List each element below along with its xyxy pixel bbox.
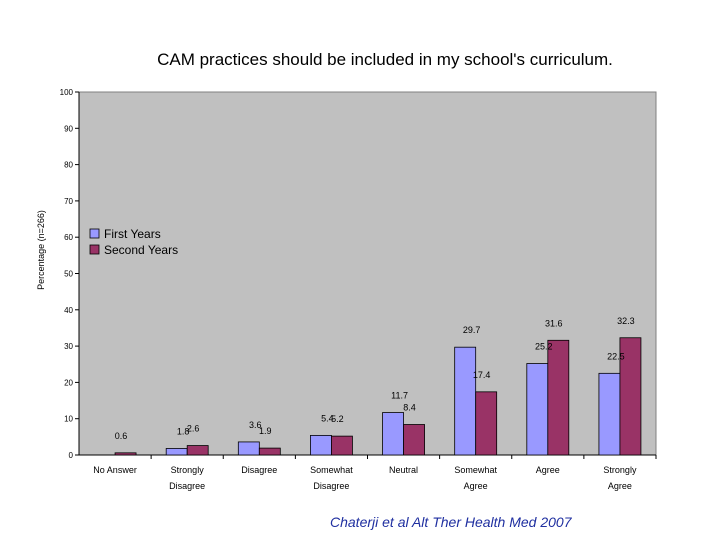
bar-first-years: [165, 448, 188, 456]
y-tick-label: 10: [64, 415, 73, 424]
bar-first-years: [598, 372, 621, 456]
y-tick-label: 90: [64, 124, 73, 133]
x-axis-categories: No Answer Strongly Disagree Disagree Somewha…: [93, 465, 637, 491]
data-label: 1.8: [177, 426, 190, 436]
plot-background: [78, 91, 657, 456]
bar-first-years: [237, 441, 260, 456]
legend-label: First Years: [104, 227, 161, 241]
category-label: Strongly: [171, 465, 205, 475]
category-label: Agree: [536, 465, 560, 475]
y-tick-label: 60: [64, 233, 73, 242]
bar-second-years: [619, 337, 642, 456]
bars: [114, 337, 642, 456]
bar-first-years: [310, 434, 332, 456]
category-label: Somewhat: [454, 465, 497, 475]
data-label: 1.9: [259, 426, 272, 436]
data-label: 25.2: [535, 342, 553, 352]
data-label: 5.2: [331, 414, 344, 424]
category-label: Agree: [608, 481, 632, 491]
y-tick-label: 50: [64, 270, 73, 279]
data-label: 2.6: [187, 424, 200, 434]
category-label: Strongly: [603, 465, 637, 475]
bar-second-years: [186, 445, 209, 456]
bar-first-years: [382, 412, 404, 456]
legend-swatch: [89, 228, 100, 239]
y-axis: 0 10 20 30 40 50 60 70 80 90 100: [60, 88, 657, 460]
category-label: Disagree: [169, 481, 205, 491]
bar-first-years: [526, 363, 549, 456]
citation: Chaterji et al Alt Ther Health Med 2007: [330, 514, 572, 530]
y-tick-label: 0: [69, 451, 74, 460]
data-label: 3.6: [249, 420, 262, 430]
legend-label: Second Years: [104, 243, 178, 257]
chart-title: CAM practices should be included in my s…: [157, 50, 613, 69]
category-label: Disagree: [241, 465, 277, 475]
data-label: 29.7: [463, 325, 481, 335]
data-label: 31.6: [545, 318, 563, 328]
data-labels: 0.6 1.82.6 3.61.9 5.45.2 11.7 8.4 29.7 17.4 25.2…: [115, 316, 635, 441]
bar-second-years: [258, 447, 281, 456]
y-tick-label: 40: [64, 306, 73, 315]
plot-area: [78, 91, 657, 456]
bar-second-years: [331, 435, 353, 456]
y-tick-label: 20: [64, 378, 73, 387]
data-label: 32.3: [617, 316, 635, 326]
category-label: No Answer: [93, 465, 137, 475]
data-label: 11.7: [391, 391, 408, 401]
bar-first-years: [454, 346, 477, 456]
data-label: 22.5: [607, 351, 625, 361]
bar-second-years: [114, 452, 137, 456]
y-tick-label: 100: [60, 88, 74, 97]
category-label: Disagree: [313, 481, 349, 491]
category-label: Somewhat: [310, 465, 353, 475]
data-label: 5.4: [321, 413, 334, 423]
data-label: 0.6: [115, 431, 128, 441]
y-axis-title: Percentage (n=266): [36, 210, 46, 290]
legend-swatch: [89, 244, 100, 255]
category-label: Neutral: [389, 465, 418, 475]
y-tick-label: 70: [64, 197, 73, 206]
data-label: 17.4: [473, 370, 491, 380]
category-label: Agree: [464, 481, 488, 491]
bar-second-years: [475, 391, 498, 456]
data-label: 8.4: [403, 403, 416, 413]
legend: First Years Second Years: [89, 227, 178, 257]
bar-second-years: [547, 339, 570, 456]
y-tick-label: 80: [64, 161, 73, 170]
y-tick-label: 30: [64, 342, 73, 351]
bar-second-years: [403, 424, 425, 456]
